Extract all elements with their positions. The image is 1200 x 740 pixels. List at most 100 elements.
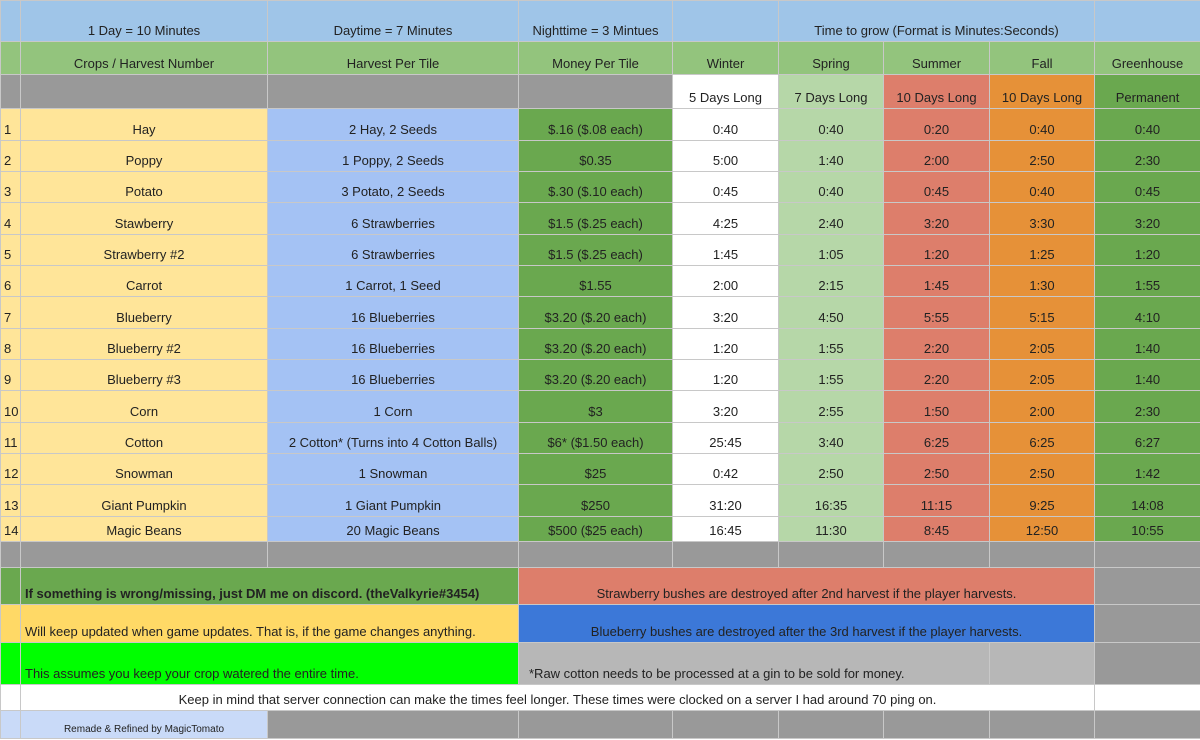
harvest-per-tile[interactable]: 16 Blueberries	[267, 359, 519, 391]
row-number[interactable]: 5	[0, 234, 21, 266]
harvest-per-tile[interactable]: 1 Snowman	[267, 453, 519, 485]
money-per-tile[interactable]: $.30 ($.10 each)	[518, 171, 673, 203]
greenhouse-time[interactable]: 0:45	[1094, 171, 1200, 203]
winter-time[interactable]: 3:20	[672, 390, 779, 423]
fall-time[interactable]: 2:50	[988, 453, 1096, 485]
row-number[interactable]: 9	[0, 359, 21, 391]
harvest-per-tile[interactable]: 16 Blueberries	[267, 328, 519, 360]
winter-time[interactable]: 25:45	[672, 422, 779, 454]
spring-time[interactable]: 11:30	[778, 516, 884, 542]
spring-length[interactable]: 7 Days Long	[778, 74, 884, 109]
winter-length[interactable]: 5 Days Long	[672, 74, 779, 109]
greenhouse-time[interactable]: 2:30	[1094, 140, 1200, 172]
spring-time[interactable]: 1:05	[778, 234, 884, 266]
money-per-tile[interactable]: $250	[518, 484, 673, 517]
summer-time[interactable]: 5:55	[883, 296, 990, 329]
fall-time[interactable]: 1:25	[988, 234, 1096, 266]
summer-time[interactable]: 3:20	[883, 202, 990, 235]
row-number[interactable]: 6	[0, 265, 21, 297]
winter-time[interactable]: 1:45	[672, 234, 779, 266]
summer-time[interactable]: 0:20	[883, 108, 990, 141]
summer-time[interactable]: 2:00	[883, 140, 990, 172]
greenhouse-time[interactable]: 1:20	[1094, 234, 1200, 266]
fall-time[interactable]: 0:40	[988, 108, 1096, 141]
winter-time[interactable]: 3:20	[672, 296, 779, 329]
harvest-per-tile[interactable]: 3 Potato, 2 Seeds	[267, 171, 519, 203]
note-ping[interactable]: Keep in mind that server connection can …	[19, 684, 1096, 711]
summer-time[interactable]: 2:20	[883, 359, 990, 391]
money-per-tile[interactable]: $1.5 ($.25 each)	[518, 202, 673, 235]
money-per-tile[interactable]: $500 ($25 each)	[518, 516, 673, 542]
spring-time[interactable]: 4:50	[778, 296, 884, 329]
harvest-header[interactable]: Harvest Per Tile	[267, 41, 519, 75]
summer-header[interactable]: Summer	[883, 41, 990, 75]
money-per-tile[interactable]: $1.55	[518, 265, 673, 297]
spring-time[interactable]: 3:40	[778, 422, 884, 454]
row-number[interactable]: 4	[0, 202, 21, 235]
crop-name[interactable]: Giant Pumpkin	[20, 484, 268, 517]
winter-time[interactable]: 0:45	[672, 171, 779, 203]
harvest-per-tile[interactable]: 6 Strawberries	[267, 234, 519, 266]
money-per-tile[interactable]: $3.20 ($.20 each)	[518, 359, 673, 391]
money-per-tile[interactable]: $3.20 ($.20 each)	[518, 328, 673, 360]
money-per-tile[interactable]: $6* ($1.50 each)	[518, 422, 673, 454]
fall-header[interactable]: Fall	[988, 41, 1096, 75]
summer-time[interactable]: 1:20	[883, 234, 990, 266]
row-number[interactable]: 10	[0, 390, 21, 423]
note-strawberry[interactable]: Strawberry bushes are destroyed after 2n…	[517, 567, 1096, 605]
fall-time[interactable]: 6:25	[988, 422, 1096, 454]
greenhouse-time[interactable]: 6:27	[1094, 422, 1200, 454]
crop-name[interactable]: Blueberry #2	[20, 328, 268, 360]
winter-time[interactable]: 4:25	[672, 202, 779, 235]
crop-name[interactable]: Carrot	[20, 265, 268, 297]
crop-name[interactable]: Strawberry #2	[20, 234, 268, 266]
winter-time[interactable]: 0:40	[672, 108, 779, 141]
crop-name[interactable]: Blueberry	[20, 296, 268, 329]
spring-time[interactable]: 1:40	[778, 140, 884, 172]
greenhouse-time[interactable]: 2:30	[1094, 390, 1200, 423]
spring-time[interactable]: 0:40	[778, 171, 884, 203]
fall-time[interactable]: 2:50	[988, 140, 1096, 172]
spring-time[interactable]: 1:55	[778, 328, 884, 360]
fall-length[interactable]: 10 Days Long	[988, 74, 1096, 109]
summer-time[interactable]: 2:20	[883, 328, 990, 360]
fall-time[interactable]: 5:15	[988, 296, 1096, 329]
greenhouse-time[interactable]: 14:08	[1094, 484, 1200, 517]
row-number[interactable]: 7	[0, 296, 21, 329]
note-watered[interactable]: This assumes you keep your crop watered …	[20, 642, 519, 685]
spring-time[interactable]: 2:40	[778, 202, 884, 235]
summer-length[interactable]: 10 Days Long	[883, 74, 990, 109]
spring-header[interactable]: Spring	[778, 41, 884, 75]
fall-time[interactable]: 0:40	[988, 171, 1096, 203]
winter-time[interactable]: 0:42	[672, 453, 779, 485]
summer-time[interactable]: 0:45	[883, 171, 990, 203]
harvest-per-tile[interactable]: 1 Carrot, 1 Seed	[267, 265, 519, 297]
summer-time[interactable]: 1:45	[883, 265, 990, 297]
winter-time[interactable]: 5:00	[672, 140, 779, 172]
spring-time[interactable]: 0:40	[778, 108, 884, 141]
row-number[interactable]: 2	[0, 140, 21, 172]
winter-time[interactable]: 1:20	[672, 359, 779, 391]
spring-time[interactable]: 2:55	[778, 390, 884, 423]
summer-time[interactable]: 8:45	[883, 516, 990, 542]
summer-time[interactable]: 1:50	[883, 390, 990, 423]
greenhouse-time[interactable]: 1:55	[1094, 265, 1200, 297]
harvest-per-tile[interactable]: 6 Strawberries	[267, 202, 519, 235]
money-per-tile[interactable]: $3	[518, 390, 673, 423]
summer-time[interactable]: 2:50	[883, 453, 990, 485]
crop-name[interactable]: Hay	[20, 108, 268, 141]
grow-time-title[interactable]: Time to grow (Format is Minutes:Seconds)	[777, 0, 1096, 42]
winter-header[interactable]: Winter	[672, 41, 779, 75]
fall-time[interactable]: 1:30	[988, 265, 1096, 297]
harvest-per-tile[interactable]: 1 Giant Pumpkin	[267, 484, 519, 517]
harvest-per-tile[interactable]: 1 Poppy, 2 Seeds	[267, 140, 519, 172]
harvest-per-tile[interactable]: 2 Cotton* (Turns into 4 Cotton Balls)	[267, 422, 519, 454]
money-header[interactable]: Money Per Tile	[518, 41, 673, 75]
greenhouse-header[interactable]: Greenhouse	[1094, 41, 1200, 75]
row-number[interactable]: 13	[0, 484, 21, 517]
note-updates[interactable]: Will keep updated when game updates. Tha…	[20, 604, 519, 643]
winter-time[interactable]: 16:45	[672, 516, 779, 542]
harvest-per-tile[interactable]: 20 Magic Beans	[267, 516, 519, 542]
greenhouse-time[interactable]: 1:40	[1094, 359, 1200, 391]
crop-name[interactable]: Blueberry #3	[20, 359, 268, 391]
